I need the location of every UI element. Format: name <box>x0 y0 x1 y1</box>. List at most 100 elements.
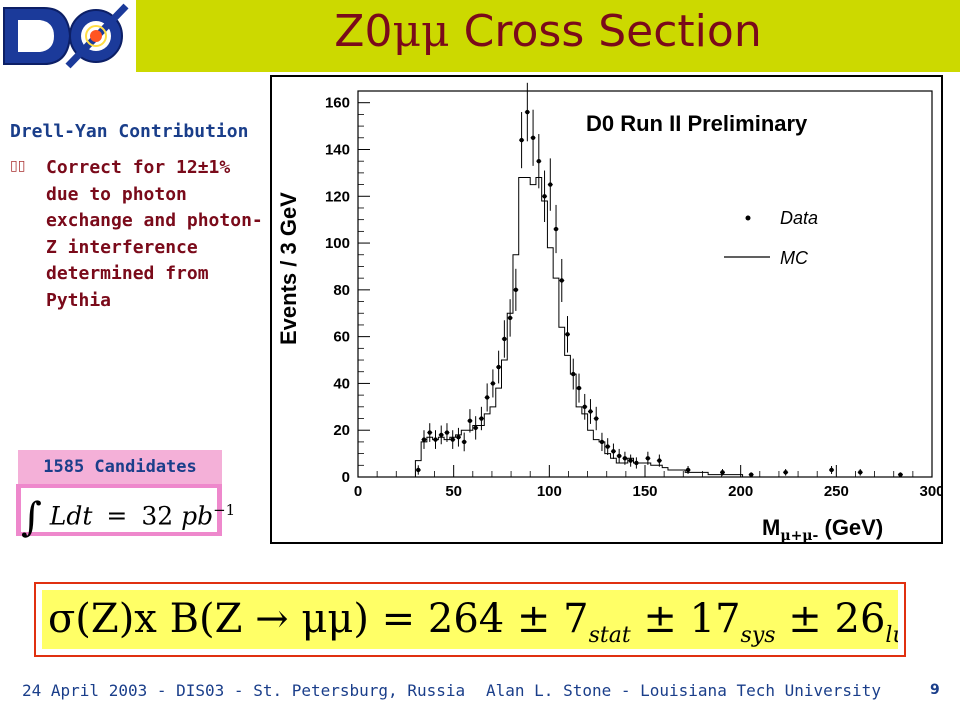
data-point <box>645 451 651 465</box>
data-point <box>719 469 725 476</box>
data-point <box>748 472 754 477</box>
data-point <box>432 430 438 449</box>
data-point <box>507 299 513 337</box>
formula-sys-part: ± 17 <box>630 596 741 642</box>
cross-section-formula: σ(Z)x B(Z → μμ) = 264 ± 7stat ± 17sys ± … <box>42 590 898 649</box>
data-point <box>559 258 565 303</box>
luminosity-formula: ∫ Ldt = 32 pb−1 <box>21 488 235 539</box>
y-tick-label: 120 <box>325 188 350 205</box>
y-tick-label: 40 <box>333 375 350 392</box>
data-point <box>553 204 559 254</box>
legend-mc-label: MC <box>780 248 809 268</box>
formula-stat-sub: stat <box>588 623 631 648</box>
section-heading: Drell-Yan Contribution <box>10 121 249 142</box>
data-point <box>513 268 519 311</box>
chart-legend: Data MC <box>724 208 818 268</box>
data-point <box>605 438 611 456</box>
data-point <box>593 406 599 431</box>
data-point <box>633 457 639 469</box>
data-point <box>490 369 496 398</box>
data-point <box>467 409 473 433</box>
bullet-text: Correct for 12±1% due to photon exchange… <box>46 157 263 311</box>
data-point <box>570 358 576 390</box>
title-bar: Z0μμ Cross Section <box>136 0 960 72</box>
data-point <box>587 399 593 424</box>
x-tick-label: 50 <box>445 483 462 500</box>
data-point <box>582 393 588 420</box>
footer-conference: 24 April 2003 - DIS03 - St. Petersburg, … <box>22 681 466 700</box>
y-tick-label: 60 <box>333 329 350 346</box>
luminosity-lhs: Ldt <box>49 501 93 531</box>
title-suffix: Cross Section <box>449 6 762 57</box>
data-point <box>628 454 634 467</box>
x-tick-label: 100 <box>537 483 562 500</box>
y-tick-label: 160 <box>325 95 350 112</box>
data-point <box>478 406 484 431</box>
data-point <box>421 430 427 449</box>
x-tick-label: 300 <box>919 483 941 500</box>
data-point <box>427 423 433 442</box>
data-point <box>783 469 789 476</box>
x-tick-label: 200 <box>728 483 753 500</box>
data-point <box>542 170 548 223</box>
x-axis-label-prefix: M <box>762 515 780 540</box>
data-point <box>438 425 444 445</box>
data-point <box>565 316 571 353</box>
d0-experiment-logo-icon <box>3 3 129 69</box>
data-point <box>524 82 530 142</box>
cross-section-formula-box: σ(Z)x B(Z → μμ) = 264 ± 7stat ± 17sys ± … <box>34 582 906 657</box>
x-tick-label: 0 <box>354 483 362 500</box>
slide-title: Z0μμ Cross Section <box>136 6 960 57</box>
data-point <box>829 466 835 474</box>
y-tick-label: 140 <box>325 141 350 158</box>
data-point <box>455 427 461 447</box>
page-number: 9 <box>930 682 940 698</box>
formula-lum-sub: lum <box>885 623 898 648</box>
title-greek: μμ <box>392 6 450 57</box>
data-point <box>547 158 553 211</box>
legend-data-marker <box>745 215 751 221</box>
x-tick-label: 150 <box>632 483 657 500</box>
data-point <box>616 448 622 463</box>
chart-title: D0 Run II Preliminary <box>586 111 808 136</box>
y-tick-label: 20 <box>333 422 350 439</box>
y-tick-label: 0 <box>342 469 350 486</box>
data-point <box>622 451 628 465</box>
legend-data-label: Data <box>780 208 818 228</box>
mc-series-line <box>414 177 932 478</box>
data-point <box>415 465 421 475</box>
data-point <box>484 383 490 412</box>
data-point <box>501 320 507 358</box>
data-point <box>450 430 456 449</box>
data-point <box>444 423 450 442</box>
y-axis-label: Events / 3 GeV <box>276 192 301 345</box>
formula-lum-part: ± 26 <box>775 596 886 642</box>
data-point <box>576 373 582 403</box>
data-point <box>897 472 903 477</box>
data-point <box>599 432 605 452</box>
x-tick-label: 250 <box>824 483 849 500</box>
data-point <box>530 109 536 166</box>
x-axis-label-suffix: (GeV) <box>818 515 883 540</box>
plot-frame: 0 50 100 150 200 250 300 0 20 40 60 80 100 120 140 160 … <box>270 75 945 544</box>
data-point <box>496 350 502 384</box>
bullet-marker-icon: ▯▯ <box>10 158 26 174</box>
d0-logo <box>0 0 135 72</box>
data-point <box>461 432 467 452</box>
plot-area <box>357 90 933 478</box>
data-point <box>519 112 525 169</box>
footer-author: Alan L. Stone - Louisiana Tech Universit… <box>486 681 881 700</box>
y-tick-label: 80 <box>333 282 350 299</box>
luminosity-equals: = <box>106 501 128 531</box>
mass-distribution-chart: 0 50 100 150 200 250 300020406080100120140160 … <box>276 82 945 544</box>
data-point <box>473 416 479 440</box>
data-point <box>536 134 542 189</box>
data-point <box>857 469 863 476</box>
x-axis-label: Mμ+μ- (GeV) <box>762 515 883 542</box>
data-point <box>610 443 616 459</box>
formula-main: σ(Z)x B(Z → μμ) = 264 ± 7 <box>48 596 589 642</box>
y-tick-label: 100 <box>325 235 350 252</box>
luminosity-unit: pb <box>181 501 214 531</box>
data-point <box>685 466 691 474</box>
title-prefix: Z0 <box>334 6 393 57</box>
